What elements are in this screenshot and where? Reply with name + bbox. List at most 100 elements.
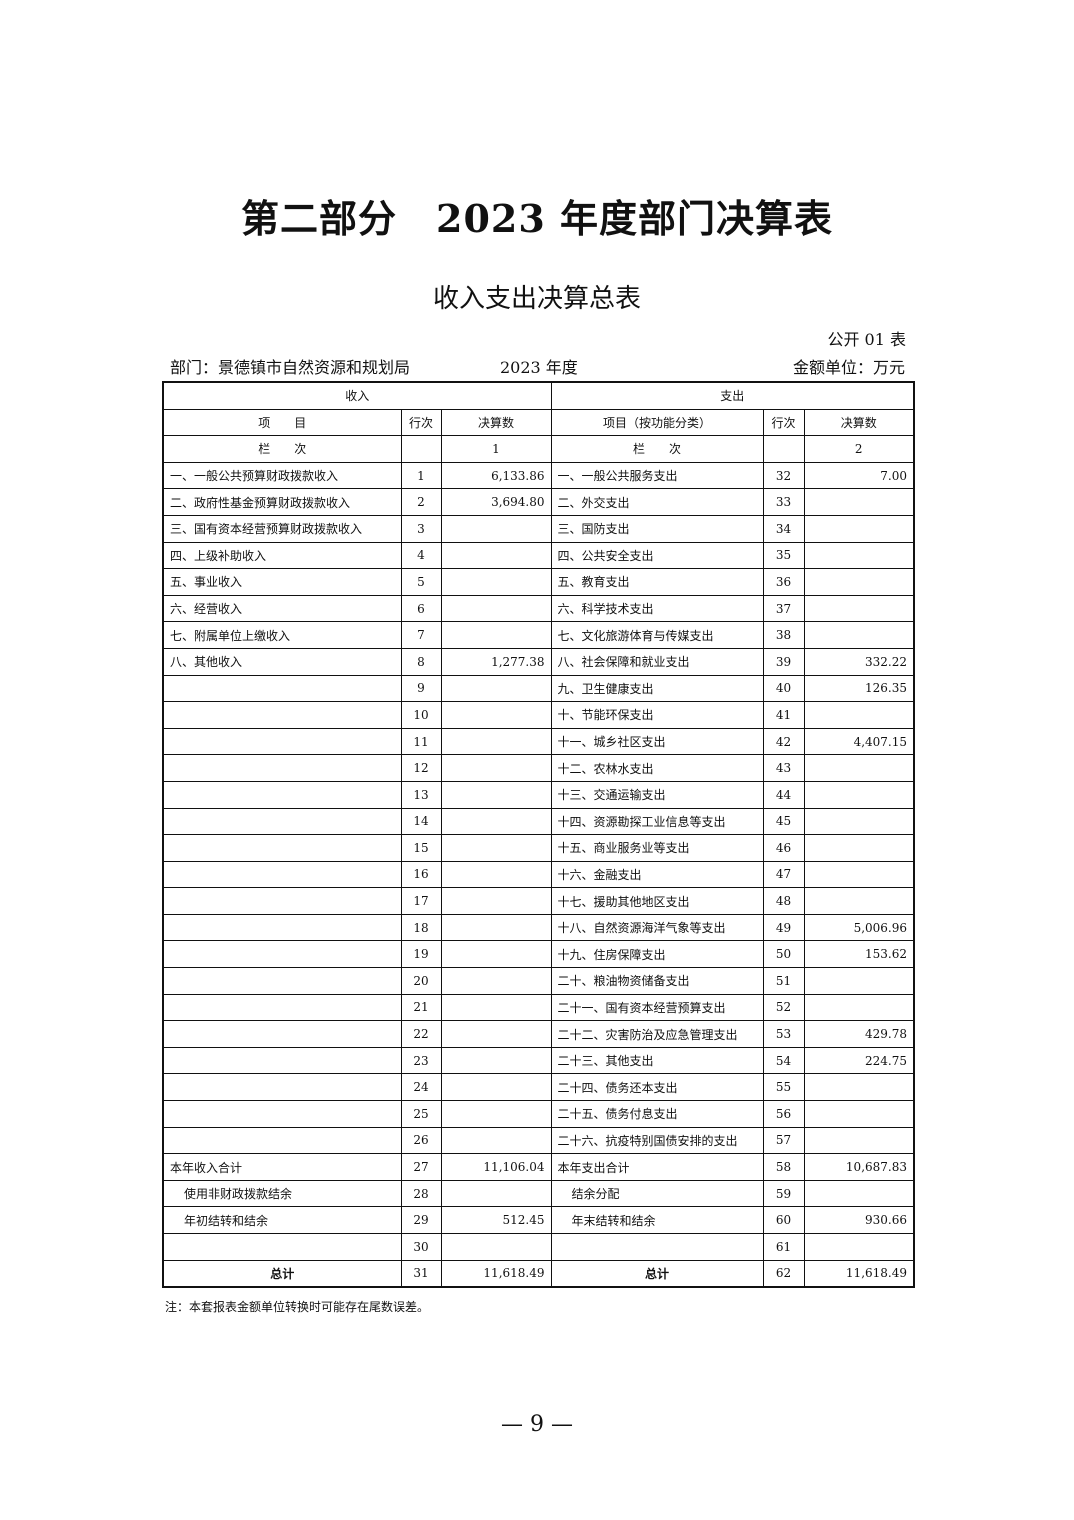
table-row: 25 二十五、债务付息支出 56 <box>162 1100 915 1128</box>
expense-item: 二十一、国有资本经营预算支出 <box>550 993 764 1022</box>
expense-row-no: 41 <box>762 701 805 729</box>
income-item: 二、政府性基金预算财政拨款收入 <box>162 488 402 516</box>
income-row-no: 8 <box>400 647 442 676</box>
expense-item: 十一、城乡社区支出 <box>550 727 764 756</box>
table-row: 30 61 <box>162 1233 915 1261</box>
page-title: 第二部分 2023 年度部门决算表 <box>241 196 833 241</box>
empty-cell <box>400 435 442 463</box>
income-item <box>162 860 402 889</box>
income-row-no: 10 <box>400 701 442 729</box>
table-row: 四、上级补助收入 4 四、公共安全支出 35 <box>162 541 915 570</box>
income-item: 四、上级补助收入 <box>162 541 402 570</box>
table-row: 二、政府性基金预算财政拨款收入 2 3,694.80 二、外交支出 33 <box>162 488 915 516</box>
expense-row-no: 45 <box>762 807 805 836</box>
expense-amount <box>803 514 915 543</box>
income-amount <box>440 780 552 809</box>
income-item <box>162 967 402 995</box>
expense-row-no: 46 <box>762 834 805 862</box>
page-number: — 9 — <box>501 1412 573 1437</box>
income-amount <box>440 1073 552 1102</box>
expense-row-no: 57 <box>762 1126 805 1155</box>
expense-item: 二十五、债务付息支出 <box>550 1100 764 1128</box>
table-row: 11 十一、城乡社区支出 42 4,407.15 <box>162 727 915 756</box>
expense-amount <box>803 860 915 889</box>
income-amount <box>440 993 552 1022</box>
income-amount <box>440 1046 552 1075</box>
income-row-no: 31 <box>400 1259 442 1288</box>
expense-item: 本年支出合计 <box>550 1153 764 1181</box>
expense-item: 年末结转和结余 <box>550 1206 764 1234</box>
income-row-no: 21 <box>400 993 442 1022</box>
expense-item: 十九、住房保障支出 <box>550 940 764 969</box>
expense-row-no: 59 <box>762 1179 805 1208</box>
income-row-no: 12 <box>400 754 442 782</box>
table-row: 21 二十一、国有资本经营预算支出 52 <box>162 993 915 1022</box>
income-row-no: 20 <box>400 967 442 995</box>
income-row-no: 1 <box>400 461 442 490</box>
table-row: 年初结转和结余 29 512.45 年末结转和结余 60 930.66 <box>162 1206 915 1234</box>
expense-row-no: 44 <box>762 780 805 809</box>
expense-amount: 930.66 <box>803 1206 915 1234</box>
income-amount <box>440 834 552 862</box>
income-row-no: 6 <box>400 594 442 623</box>
expense-item: 九、卫生健康支出 <box>550 674 764 703</box>
expense-row-no: 48 <box>762 887 805 915</box>
income-amount: 6,133.86 <box>440 461 552 490</box>
expense-item: 七、文化旅游体育与传媒支出 <box>550 621 764 649</box>
expense-row-no: 42 <box>762 727 805 756</box>
expense-item: 八、社会保障和就业支出 <box>550 647 764 676</box>
income-amount <box>440 1179 552 1208</box>
expense-item: 总计 <box>550 1259 764 1288</box>
expense-amount <box>803 754 915 782</box>
income-item <box>162 780 402 809</box>
income-amount <box>440 1126 552 1155</box>
income-column-label: 栏 次 <box>162 435 402 463</box>
expense-item: 五、教育支出 <box>550 568 764 596</box>
income-row-no: 5 <box>400 568 442 596</box>
income-item: 总计 <box>162 1259 402 1288</box>
income-amount-header: 决算数 <box>440 408 552 437</box>
expense-row-no: 50 <box>762 940 805 969</box>
expense-amount: 153.62 <box>803 940 915 969</box>
income-item: 六、经营收入 <box>162 594 402 623</box>
expense-amount <box>803 1126 915 1155</box>
expense-amount <box>803 1100 915 1128</box>
income-item <box>162 887 402 915</box>
income-amount <box>440 860 552 889</box>
income-amount <box>440 940 552 969</box>
expense-item: 二十六、抗疫特别国债安排的支出 <box>550 1126 764 1155</box>
income-amount <box>440 727 552 756</box>
income-row-no: 28 <box>400 1179 442 1208</box>
income-item: 一、一般公共预算财政拨款收入 <box>162 461 402 490</box>
table-row: 15 十五、商业服务业等支出 46 <box>162 834 915 862</box>
table-row: 八、其他收入 8 1,277.38 八、社会保障和就业支出 39 332.22 <box>162 647 915 676</box>
expense-row-no: 36 <box>762 568 805 596</box>
expense-row-no: 60 <box>762 1206 805 1234</box>
income-amount <box>440 674 552 703</box>
expense-row-no: 39 <box>762 647 805 676</box>
income-amount: 11,618.49 <box>440 1259 552 1288</box>
income-row-no: 26 <box>400 1126 442 1155</box>
table-row: 24 二十四、债务还本支出 55 <box>162 1073 915 1102</box>
empty-cell <box>762 435 805 463</box>
income-item: 三、国有资本经营预算财政拨款收入 <box>162 514 402 543</box>
table-row: 五、事业收入 5 五、教育支出 36 <box>162 568 915 596</box>
table-row: 9 九、卫生健康支出 40 126.35 <box>162 674 915 703</box>
table-row: 18 十八、自然资源海洋气象等支出 49 5,006.96 <box>162 913 915 942</box>
income-row-no: 17 <box>400 887 442 915</box>
income-item: 使用非财政拨款结余 <box>162 1179 402 1208</box>
income-amount <box>440 1020 552 1048</box>
income-item: 年初结转和结余 <box>162 1206 402 1234</box>
expense-amount <box>803 594 915 623</box>
expense-item: 结余分配 <box>550 1179 764 1208</box>
table-row: 14 十四、资源勘探工业信息等支出 45 <box>162 807 915 836</box>
footnote: 注：本套报表金额单位转换时可能存在尾数误差。 <box>165 1300 430 1314</box>
expense-column-index: 2 <box>803 435 915 463</box>
header-row-section: 收入 支出 <box>162 381 915 410</box>
income-row-no: 7 <box>400 621 442 649</box>
table-row: 10 十、节能环保支出 41 <box>162 701 915 729</box>
expense-item: 十、节能环保支出 <box>550 701 764 729</box>
income-amount <box>440 701 552 729</box>
expense-amount <box>803 780 915 809</box>
expense-item <box>550 1233 764 1261</box>
